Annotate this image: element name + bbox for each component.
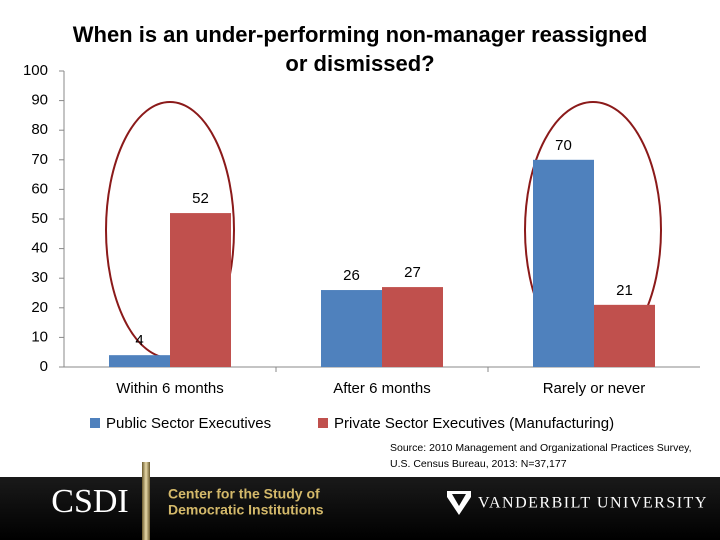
y-tick-label: 50: [31, 210, 48, 227]
bar: [382, 287, 443, 367]
footer-center-line: Center for the Study of: [168, 486, 320, 502]
y-tick-label: 0: [40, 358, 48, 375]
source-note: U.S. Census Bureau, 2013: N=37,177: [390, 458, 567, 470]
footer-divider: [142, 462, 150, 540]
data-label: 26: [343, 267, 360, 284]
y-tick-label: 10: [31, 328, 48, 345]
x-tick-label: Rarely or never: [543, 380, 646, 397]
bar: [170, 213, 231, 367]
y-tick-label: 80: [31, 121, 48, 138]
legend-swatch: [318, 418, 328, 428]
legend-swatch: [90, 418, 100, 428]
data-label: 21: [616, 282, 633, 299]
bar: [533, 159, 594, 367]
bar: [594, 304, 655, 367]
data-label: 4: [135, 332, 143, 349]
y-tick-label: 100: [23, 62, 48, 79]
data-label: 27: [404, 264, 421, 281]
y-tick-label: 40: [31, 240, 48, 257]
footer-logo: CSDI: [51, 483, 128, 520]
data-label: 70: [555, 137, 572, 154]
x-tick-label: Within 6 months: [116, 380, 224, 397]
y-tick-label: 70: [31, 151, 48, 168]
source-note: Source: 2010 Management and Organization…: [390, 442, 692, 454]
y-tick-label: 30: [31, 269, 48, 286]
y-tick-label: 90: [31, 92, 48, 109]
y-tick-label: 60: [31, 180, 48, 197]
x-tick-label: After 6 months: [333, 380, 431, 397]
footer-center-line: Democratic Institutions: [168, 502, 324, 518]
bar: [321, 290, 382, 367]
legend-label: Public Sector Executives: [106, 415, 271, 432]
university-shield: [447, 491, 471, 515]
y-tick-label: 20: [31, 299, 48, 316]
footer-band: [0, 477, 720, 540]
chart-title: When is an under-performing non-manager …: [72, 22, 648, 76]
footer-university: VANDERBILT UNIVERSITY: [478, 495, 708, 512]
data-label: 52: [192, 190, 209, 207]
legend-label: Private Sector Executives (Manufacturing…: [334, 415, 614, 432]
bar: [109, 355, 170, 367]
